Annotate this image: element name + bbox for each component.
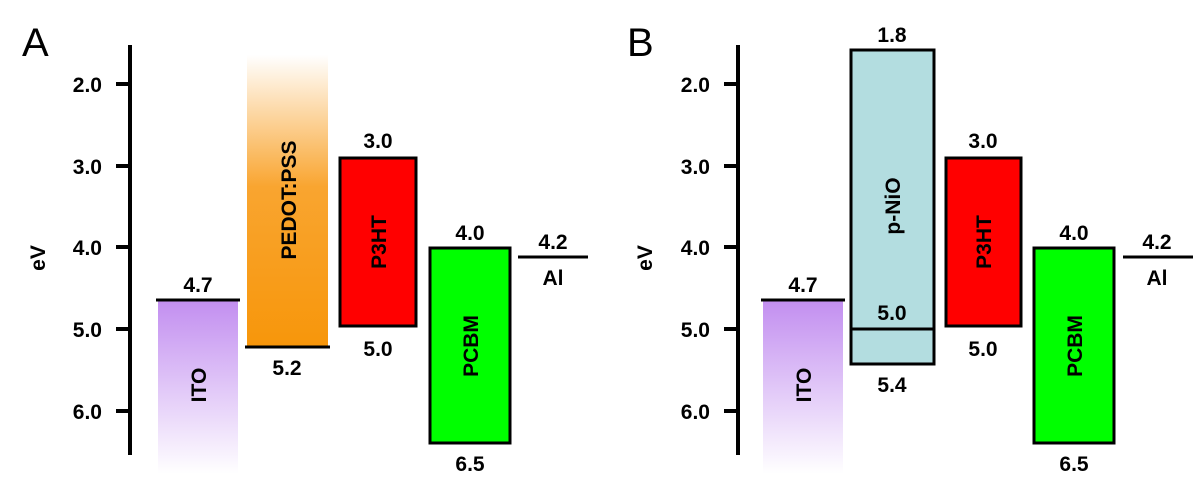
panel-b-tick-label: 2.0 bbox=[681, 74, 710, 97]
panel-a-pcbm-bottom: 6.5 bbox=[455, 453, 485, 476]
panel-a-ito-band bbox=[158, 300, 238, 474]
panel-b-axis-label: eV bbox=[634, 245, 657, 271]
panel-a-ito-level: 4.7 bbox=[183, 274, 212, 297]
panel-b-al-label: Al bbox=[1147, 267, 1168, 290]
panel-a-pedot-label: PEDOT:PSS bbox=[278, 140, 301, 259]
panel-b-tick-label: 6.0 bbox=[681, 401, 710, 424]
panel-a-letter: A bbox=[22, 21, 49, 65]
panel-b-letter: B bbox=[627, 21, 654, 65]
panel-a-pcbm-band bbox=[428, 246, 512, 445]
panel-b-pcbm-band bbox=[1032, 246, 1116, 445]
panel-a-tick-label: 4.0 bbox=[73, 237, 102, 260]
panel-b-pnio-band bbox=[849, 48, 936, 366]
panel-b-pcbm-top: 4.0 bbox=[1059, 222, 1088, 245]
panel-a-tick-label: 5.0 bbox=[73, 319, 102, 342]
panel-b-ito-band bbox=[763, 300, 843, 474]
panel-a-tick-label: 3.0 bbox=[73, 156, 102, 179]
panel-a-p3ht-label: P3HT bbox=[368, 215, 391, 269]
panel-b-ito-label: ITO bbox=[793, 368, 816, 403]
panel-a-pedot-bottom: 5.2 bbox=[272, 357, 301, 380]
panel-a-tick-label: 6.0 bbox=[73, 401, 102, 424]
panel-b-pnio-label: p-NiO bbox=[882, 177, 905, 234]
panel-a-pcbm-top: 4.0 bbox=[455, 222, 484, 245]
panel-a-tick-label: 2.0 bbox=[73, 74, 102, 97]
panel-b-p3ht-label: P3HT bbox=[973, 215, 996, 269]
panel-a-al-label: Al bbox=[543, 267, 564, 290]
panel-b-pcbm-bottom: 6.5 bbox=[1059, 453, 1089, 476]
panel-b-pnio-bottom: 5.4 bbox=[877, 374, 907, 397]
panel-a-pedot-band bbox=[247, 55, 328, 348]
panel-b-pcbm-label: PCBM bbox=[1064, 315, 1087, 377]
panel-b-p3ht-band bbox=[944, 156, 1023, 328]
panel-b-tick-label: 5.0 bbox=[681, 319, 710, 342]
panel-a-al-level: 4.2 bbox=[538, 231, 567, 254]
panel-a-pcbm-label: PCBM bbox=[460, 315, 483, 377]
panel-b-pnio-mid: 5.0 bbox=[877, 302, 906, 325]
panel-a-p3ht-band bbox=[338, 156, 418, 328]
panel-a: A 2.0 3.0 4.0 5.0 6.0 eV 4.7 ITO 5.2 PED… bbox=[22, 21, 588, 476]
panel-a-ito-label: ITO bbox=[188, 368, 211, 403]
panel-b-tick-label: 3.0 bbox=[681, 156, 710, 179]
panel-b: B 2.0 3.0 4.0 5.0 6.0 eV 4.7 ITO 1.8 5.0… bbox=[627, 21, 1193, 476]
panel-b-p3ht-bottom: 5.0 bbox=[968, 338, 997, 361]
panel-b-p3ht-top: 3.0 bbox=[968, 130, 997, 153]
panel-b-al-level: 4.2 bbox=[1142, 231, 1171, 254]
panel-a-p3ht-bottom: 5.0 bbox=[363, 338, 392, 361]
panel-b-tick-label: 4.0 bbox=[681, 237, 710, 260]
panel-a-p3ht-top: 3.0 bbox=[363, 130, 392, 153]
panel-a-axis-label: eV bbox=[27, 245, 50, 271]
panel-b-pnio-top: 1.8 bbox=[877, 24, 907, 47]
panel-b-ito-level: 4.7 bbox=[788, 274, 817, 297]
